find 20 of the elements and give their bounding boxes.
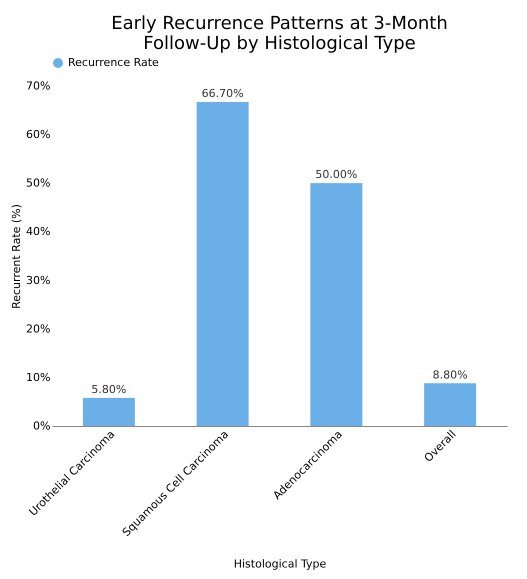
data-label: 66.70% <box>202 87 244 100</box>
data-label: 50.00% <box>315 168 358 182</box>
y-tick-label: 10% <box>26 370 50 384</box>
legend-label: Recurrence Rate <box>68 56 160 69</box>
y-tick-label: 70% <box>26 80 50 92</box>
data-label: 8.80% <box>432 368 468 382</box>
x-axis-title: Histological Type <box>234 557 326 570</box>
y-tick-label: 40% <box>26 225 50 238</box>
bar <box>196 102 249 426</box>
bar <box>310 183 362 426</box>
y-tick-label: 50% <box>26 176 50 190</box>
bar <box>424 383 476 426</box>
chart-title: Early Recurrence Patterns at 3-Month Follow-Up by Histological Type <box>111 13 448 54</box>
bar <box>82 398 135 426</box>
y-tick-label: 30% <box>26 274 50 287</box>
y-tick-label: 20% <box>26 322 50 336</box>
y-tick-label: 60% <box>26 128 50 142</box>
y-tick-label: 0% <box>33 420 50 432</box>
y-axis-title: Recurrent Rate (%) <box>10 204 24 309</box>
data-label: 5.80% <box>91 382 126 396</box>
